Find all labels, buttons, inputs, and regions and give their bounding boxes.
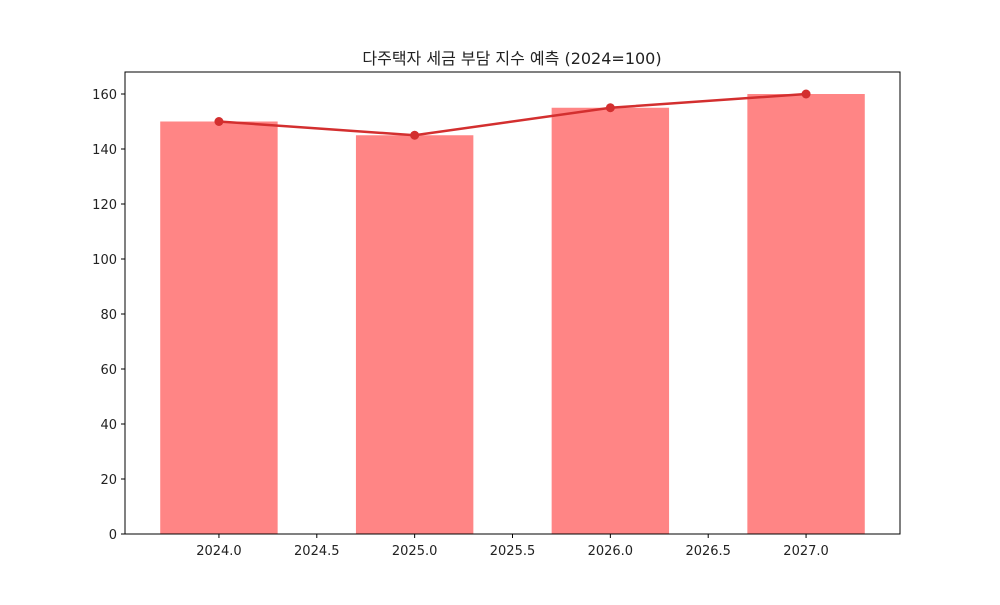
x-tick-label: 2026.5 [685,544,731,559]
chart-title: 다주택자 세금 부담 지수 예측 (2024=100) [362,49,661,68]
bar-2027 [747,94,865,534]
y-tick-label: 160 [92,88,117,103]
y-tick-label: 0 [109,528,117,543]
x-tick-label: 2024.0 [196,544,242,559]
y-tick-label: 140 [92,143,117,158]
y-tick-label: 40 [100,418,117,433]
x-tick-label: 2027.0 [783,544,829,559]
x-tick-label: 2025.5 [490,544,536,559]
y-tick-label: 20 [100,473,117,488]
y-tick-label: 80 [100,308,117,323]
line-point-2024 [214,117,224,126]
bar-2025 [355,135,474,534]
y-tick-label: 100 [92,253,117,268]
trend-line [218,92,807,137]
line-point-2027 [801,89,811,99]
line-point-2026 [605,103,615,113]
x-tick-label: 2025.0 [392,544,438,559]
y-tick-label: 60 [100,363,117,378]
line-point-2025 [410,130,420,140]
y-tick-label: 120 [92,198,117,213]
bar-2024 [160,121,278,534]
bar-2026 [551,107,670,534]
x-tick-label: 2024.5 [294,544,340,559]
x-tick-label: 2026.0 [588,544,634,559]
